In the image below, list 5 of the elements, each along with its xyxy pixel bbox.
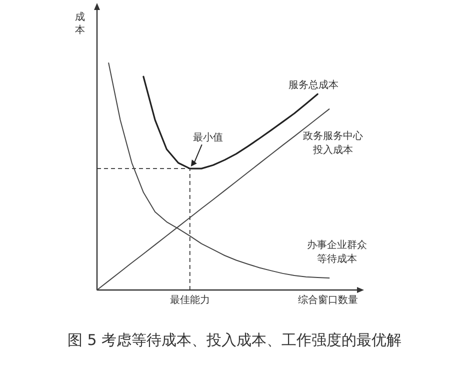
ylabel: 成本 — [75, 12, 85, 36]
xlabel: 综合窗口数量 — [298, 295, 358, 306]
annotation: 最小值 — [192, 132, 223, 144]
ref-label: 最佳能力 — [170, 295, 210, 306]
caption: 图 5 考虑等待成本、投入成本、工作强度的最优解 — [67, 331, 402, 349]
